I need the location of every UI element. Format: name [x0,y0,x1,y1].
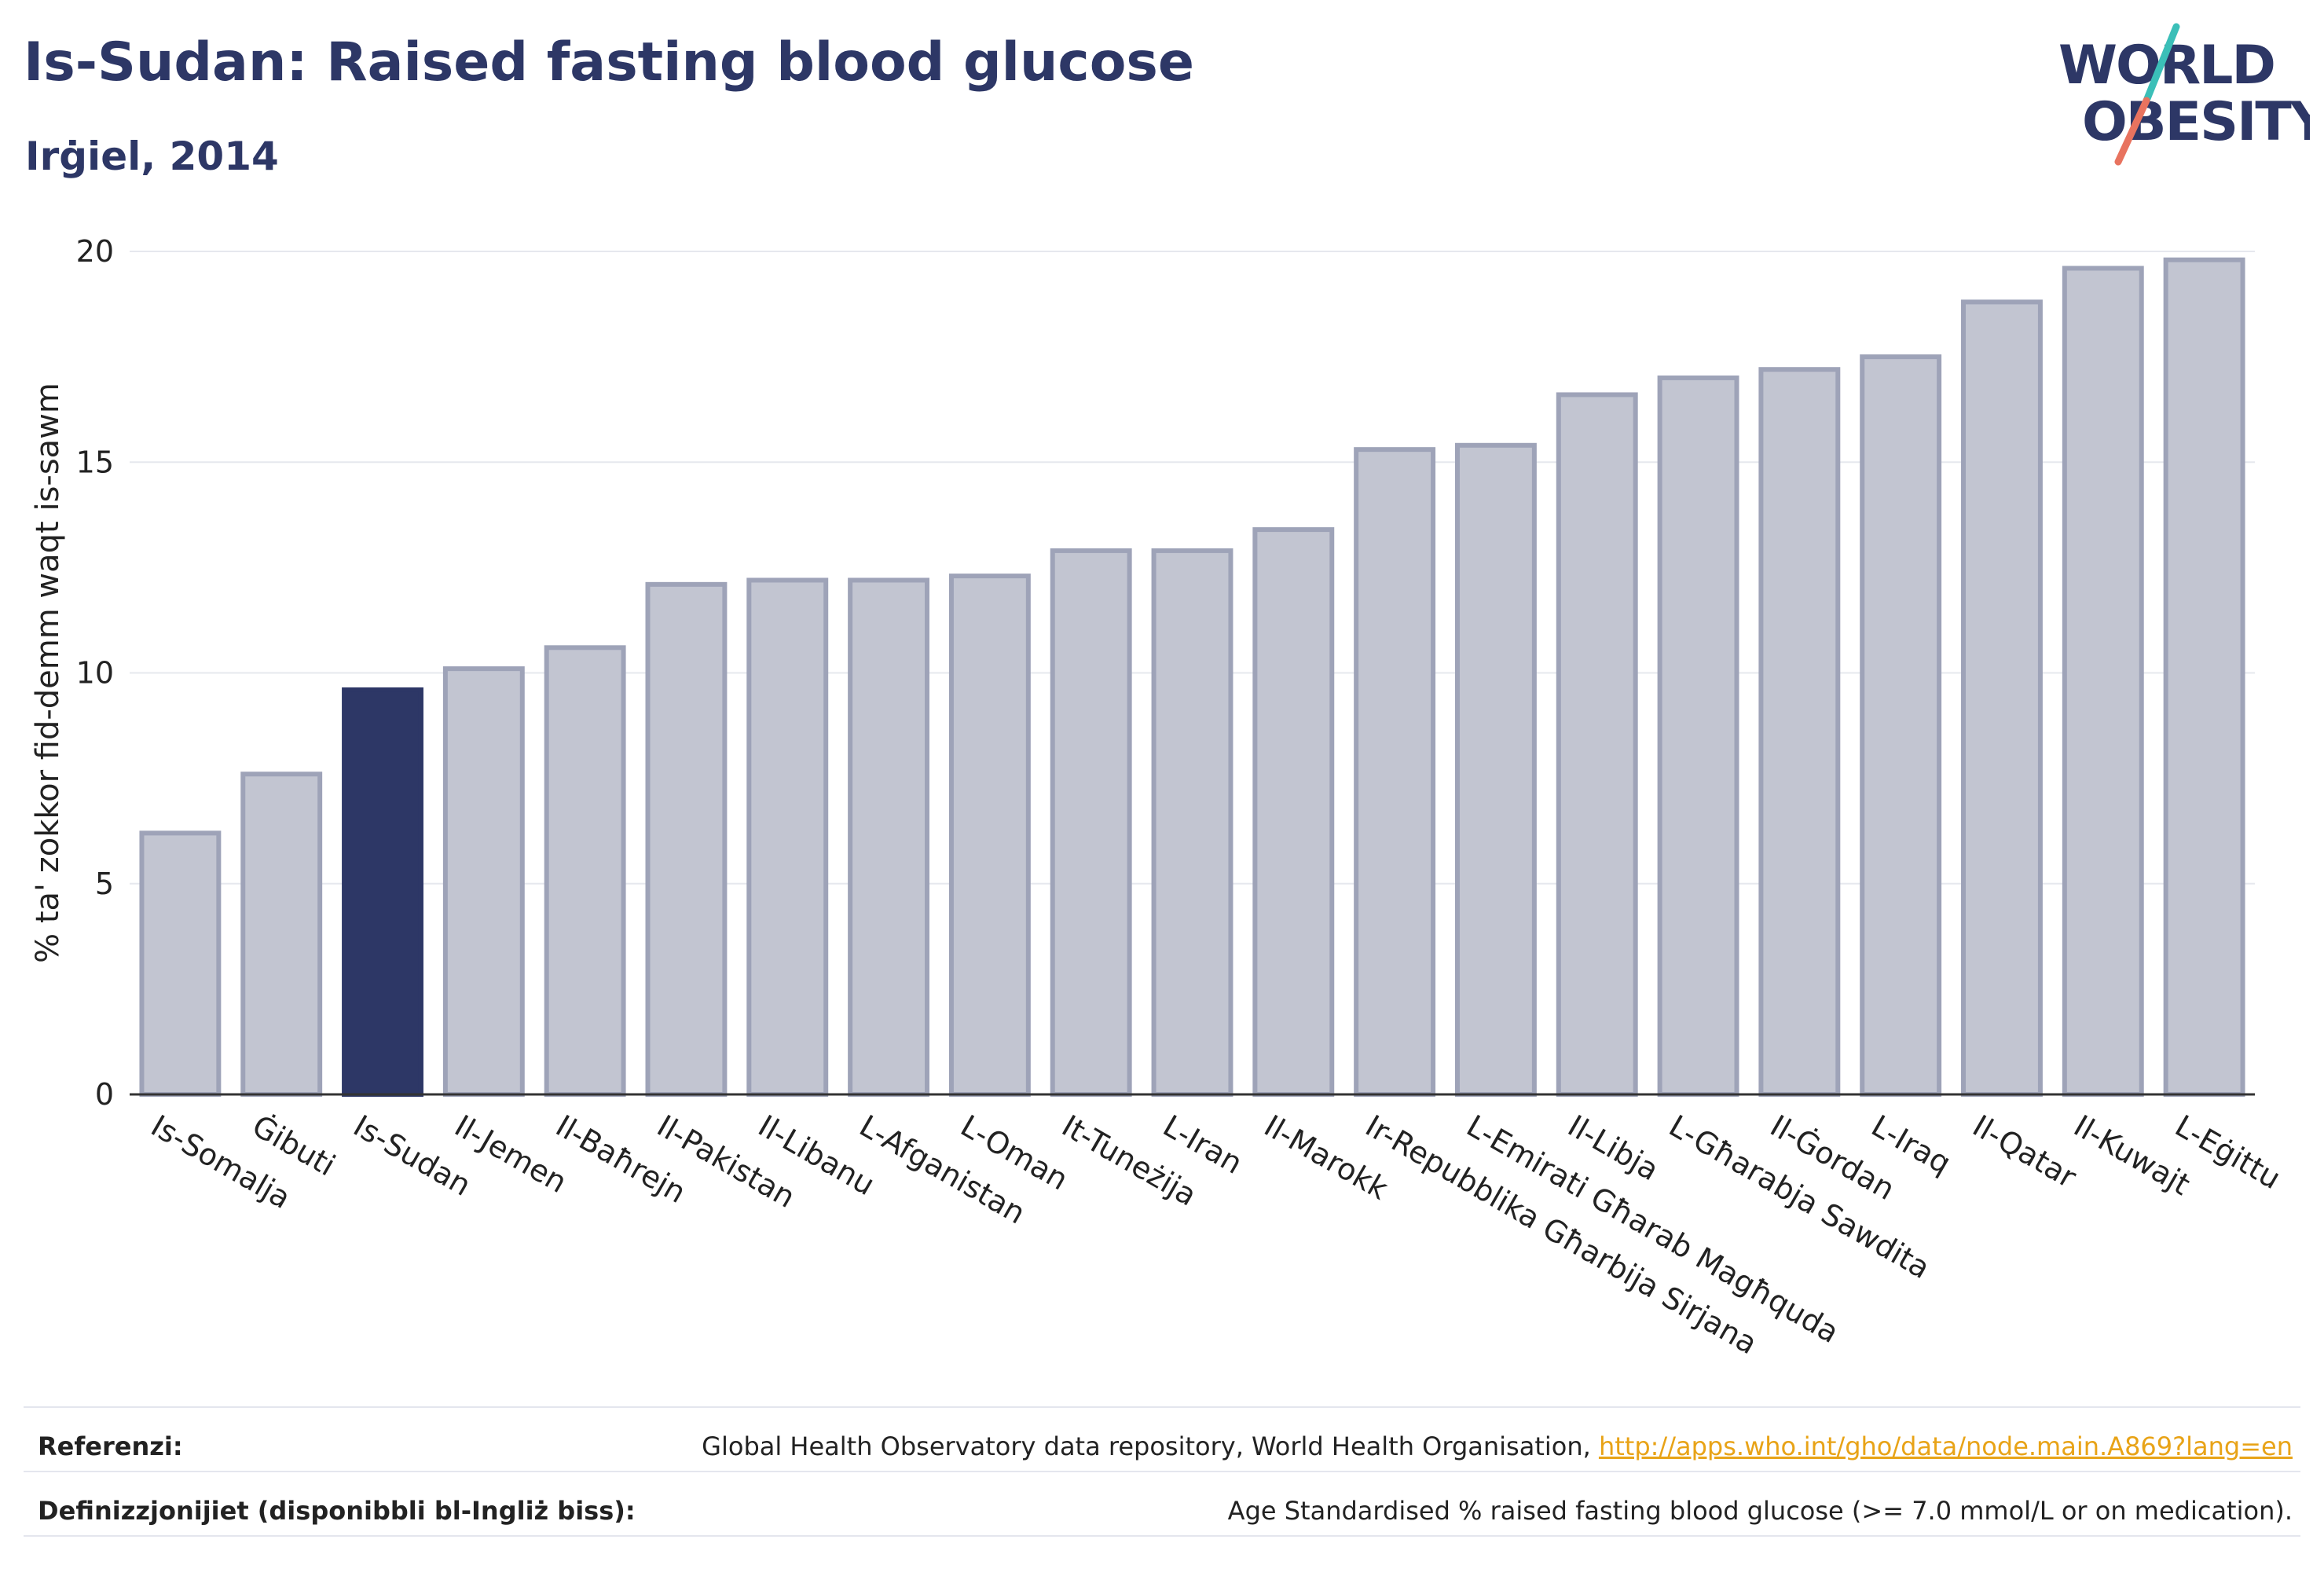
bar-7[interactable] [848,577,930,1097]
bar-16[interactable] [1758,367,1841,1098]
y-axis-ticks: 0 5 10 15 20 [76,234,114,1112]
references-value: Global Health Observatory data repositor… [702,1431,2293,1461]
y-tick-label: 15 [76,445,114,479]
bar-3[interactable] [442,666,525,1097]
references-text: Global Health Observatory data repositor… [702,1431,1599,1461]
references-link[interactable]: http://apps.who.int/gho/data/node.main.A… [1598,1431,2293,1461]
footer-references-row: Referenzi: Global Health Observatory dat… [24,1414,2300,1477]
bar-10[interactable] [1151,548,1233,1097]
bar-8[interactable] [948,574,1031,1097]
y-tick-label: 10 [76,656,114,691]
footer-divider-bottom [24,1535,2300,1537]
bar-0[interactable] [139,830,222,1097]
logo-text-obesity: OBESITY [2082,91,2310,153]
y-tick-label: 0 [95,1077,114,1112]
logo-slash-bottom [2114,97,2150,166]
y-tick-label: 5 [95,867,114,901]
footer-definitions-row: Definizzjonijiet (disponibbli bl-Ingliż … [24,1479,2300,1541]
world-obesity-logo: WORLD OBESITY [2058,23,2310,166]
bar-14[interactable] [1556,392,1638,1098]
bar-12[interactable] [1354,447,1436,1097]
bar-19[interactable] [2062,266,2144,1098]
bar-6[interactable] [746,577,829,1097]
chart-subtitle: Irġiel, 2014 [25,134,279,179]
bar-2[interactable] [342,687,423,1097]
bar-20[interactable] [2163,257,2245,1098]
references-label: Referenzi: [38,1431,183,1461]
bars [139,257,2245,1098]
bar-1[interactable] [240,772,323,1097]
logo-slash-top [2143,23,2180,104]
bar-13[interactable] [1454,442,1537,1097]
bar-15[interactable] [1657,375,1739,1097]
footer-divider-middle [24,1471,2300,1472]
definitions-label: Definizzjonijiet (disponibbli bl-Ingliż … [38,1496,636,1526]
bar-9[interactable] [1050,548,1132,1097]
chart-title: Is-Sudan: Raised fasting blood glucose [24,31,1195,93]
bar-5[interactable] [645,581,728,1097]
y-axis-label: % ta' zokkor fid-demm waqt is-sawm [30,383,66,963]
x-tick-label: Il-Kuwajt [2068,1109,2196,1202]
bar-18[interactable] [1961,299,2043,1097]
bar-17[interactable] [1860,354,1942,1097]
definitions-text: Age Standardised % raised fasting blood … [1227,1496,2293,1526]
bar-11[interactable] [1252,527,1335,1097]
x-tick-label: Il-Qatar [1967,1109,2082,1195]
bar-4[interactable] [544,645,626,1097]
footer-divider-top [24,1406,2300,1408]
y-tick-label: 20 [76,234,114,269]
